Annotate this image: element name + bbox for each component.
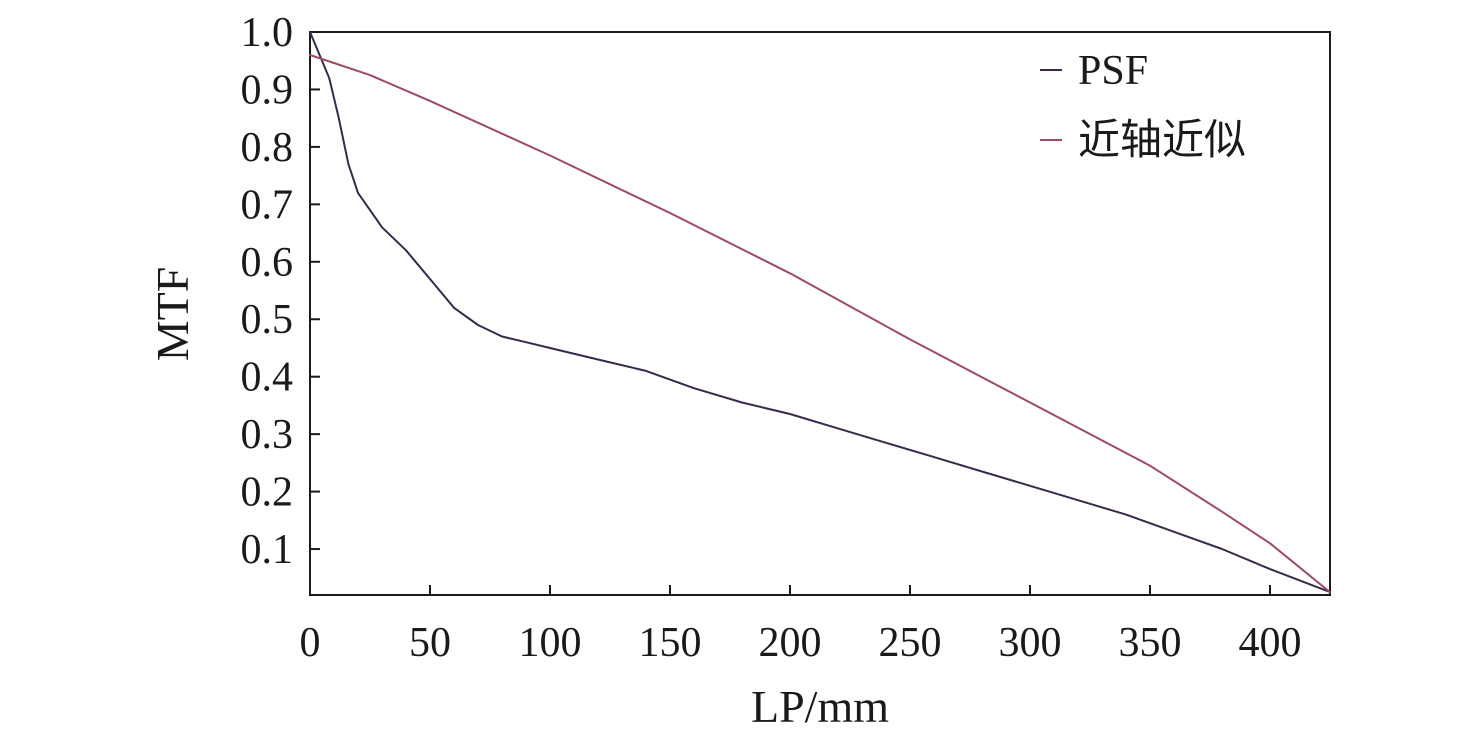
y-tick-label: 0.6 — [241, 240, 294, 286]
x-tick-label: 200 — [759, 620, 822, 666]
x-tick-label: 300 — [999, 620, 1062, 666]
x-tick-label: 150 — [639, 620, 702, 666]
legend: PSF 近轴近似 — [1040, 48, 1246, 164]
x-tick-label: 50 — [409, 620, 451, 666]
x-tick-label: 0 — [300, 620, 321, 666]
y-tick-label: 0.4 — [241, 355, 294, 401]
y-tick-label: 0.1 — [241, 527, 294, 573]
y-tick-label: 1.0 — [241, 10, 294, 56]
plot-frame — [309, 31, 1331, 596]
x-tick-label: 350 — [1119, 620, 1182, 666]
legend-label-1: PSF — [1078, 48, 1148, 94]
x-tick-label: 250 — [879, 620, 942, 666]
series-line-2 — [309, 54, 1331, 594]
y-tick-label: 0.9 — [241, 67, 294, 113]
y-axis-title: MTF — [147, 267, 198, 362]
x-tick-label: 400 — [1239, 620, 1302, 666]
legend-label-2: 近轴近似 — [1078, 118, 1246, 164]
series-lines — [309, 31, 1331, 594]
y-tick-label: 0.7 — [241, 182, 294, 228]
x-axis-title: LP/mm — [751, 681, 889, 732]
y-tick-label: 0.8 — [241, 125, 294, 171]
axis-ticks: 0 50 100 150 200 250 300 350 400 0.1 0.2 0.3 0.4 0.5 0… — [241, 10, 1302, 666]
y-tick-label: 0.3 — [241, 412, 294, 458]
series-line-1 — [309, 31, 1331, 594]
x-tick-label: 100 — [519, 620, 582, 666]
y-tick-label: 0.5 — [241, 297, 294, 343]
y-tick-label: 0.2 — [241, 470, 294, 516]
